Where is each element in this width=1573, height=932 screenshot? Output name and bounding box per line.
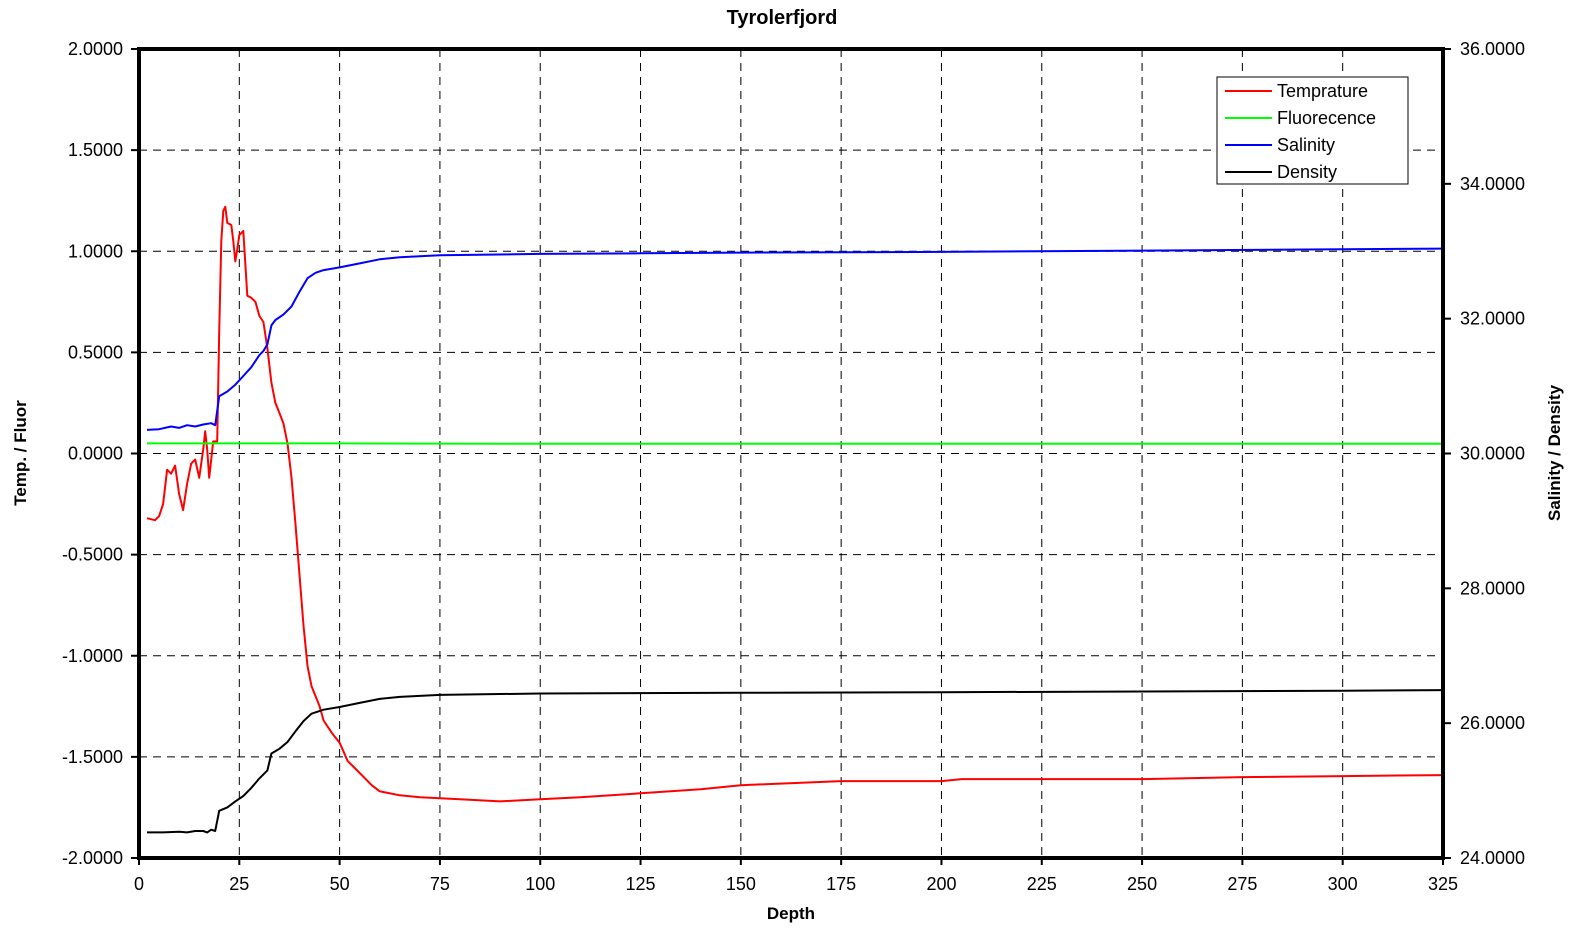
legend-box [1216, 76, 1409, 185]
y-left-tick-label: 0.0000 [68, 444, 123, 464]
x-tick-label: 0 [134, 874, 144, 894]
y-left-tick-label: -1.0000 [62, 646, 123, 666]
grid [139, 49, 1443, 858]
y-left-tick-label: -1.5000 [62, 747, 123, 767]
y-left-axis-label: Temp. / Fluor [11, 400, 30, 506]
x-tick-label: 200 [926, 874, 956, 894]
y-right-tick-label: 36.0000 [1460, 39, 1525, 59]
y-right-tick-label: 26.0000 [1460, 713, 1525, 733]
x-tick-label: 25 [229, 874, 249, 894]
y-left-tick-label: 1.0000 [68, 241, 123, 261]
legend-label-temprature: Temprature [1277, 81, 1368, 101]
series-line-density [147, 689, 1444, 834]
x-tick-label: 100 [525, 874, 555, 894]
y-right-tick-label: 34.0000 [1460, 174, 1525, 194]
x-tick-label: 125 [626, 874, 656, 894]
x-tick-label: 300 [1328, 874, 1358, 894]
x-axis-label: Depth [767, 904, 815, 923]
y-left-tick-label: 2.0000 [68, 39, 123, 59]
x-axis-ticks: 0 25 50 75 100 125 150 175 200 225 250 275 300 325 [134, 858, 1458, 894]
x-tick-label: 275 [1227, 874, 1257, 894]
x-tick-label: 150 [726, 874, 756, 894]
y-left-tick-label: -2.0000 [62, 848, 123, 868]
legend: Temprature Fluorecence Salinity Density [1216, 76, 1409, 185]
y-left-tick-label: 0.5000 [68, 342, 123, 362]
y-left-tick-label: 1.5000 [68, 140, 123, 160]
y-left-tick-label: -0.5000 [62, 545, 123, 565]
x-tick-label: 325 [1428, 874, 1458, 894]
series-line-temprature [146, 205, 1444, 803]
y-right-tick-label: 28.0000 [1460, 578, 1525, 598]
y-right-tick-label: 24.0000 [1460, 848, 1525, 868]
y-right-axis-label: Salinity / Density [1545, 384, 1564, 521]
legend-label-density: Density [1277, 162, 1337, 182]
chart-title: Tyrolerfjord [727, 7, 838, 29]
y-left-axis-ticks: 2.0000 1.5000 1.0000 0.5000 0.0000 -0.5000 -1.… [62, 39, 139, 868]
x-tick-label: 250 [1127, 874, 1157, 894]
y-right-tick-label: 30.0000 [1460, 444, 1525, 464]
x-tick-label: 50 [330, 874, 350, 894]
x-tick-label: 225 [1027, 874, 1057, 894]
legend-label-salinity: Salinity [1277, 135, 1335, 155]
y-right-tick-label: 32.0000 [1460, 309, 1525, 329]
series-lines [146, 205, 1444, 834]
legend-label-fluorecence: Fluorecence [1277, 108, 1376, 128]
x-tick-label: 75 [430, 874, 450, 894]
y-right-axis-ticks: 36.0000 34.0000 32.0000 30.0000 28.0000 26.00… [1443, 39, 1525, 868]
x-tick-label: 175 [826, 874, 856, 894]
series-line-salinity [146, 247, 1444, 431]
